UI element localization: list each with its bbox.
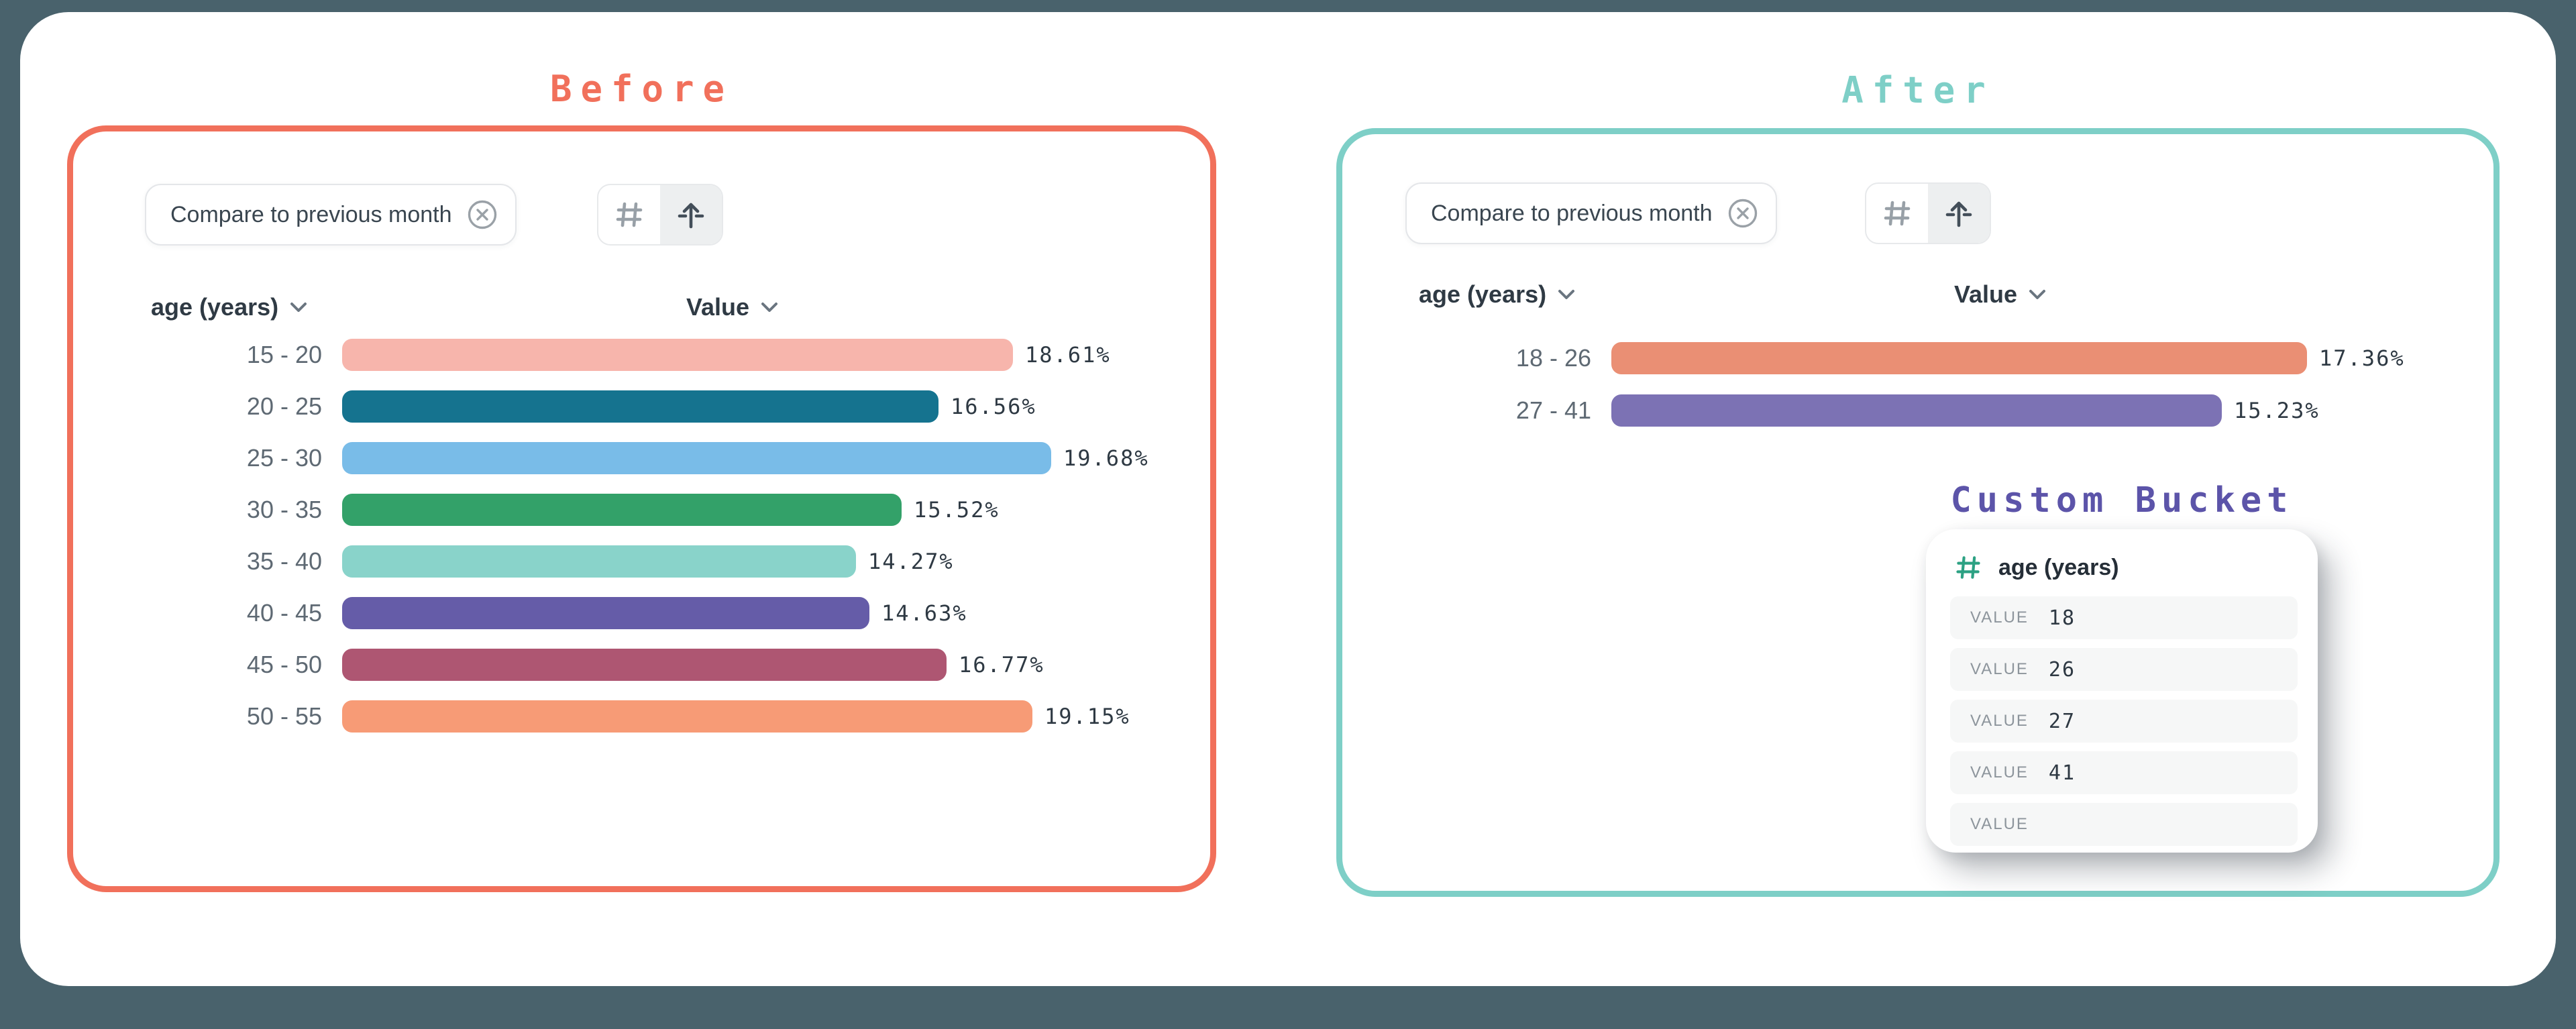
filter-chip-after[interactable]: Compare to previous month <box>1405 182 1777 244</box>
table-row: 45 - 50 16.77% <box>121 649 1149 681</box>
value-bar <box>1611 342 2307 374</box>
table-row: 20 - 25 16.56% <box>121 390 1149 423</box>
bar-value-label: 16.77% <box>959 652 1044 678</box>
bucket-value-field[interactable]: VALUE 41 <box>1950 751 2298 794</box>
age-bucket-label: 18 - 26 <box>1515 344 1591 372</box>
table-row: 25 - 30 19.68% <box>121 442 1149 474</box>
bucket-value-field-label: VALUE <box>1970 712 2029 730</box>
sort-toggle-button[interactable] <box>1928 184 1990 243</box>
before-title: Before <box>549 68 734 110</box>
value-bar <box>342 649 947 681</box>
bucket-value-field-value: 18 <box>2048 606 2076 630</box>
bucket-value-field[interactable]: VALUE <box>1950 803 2298 846</box>
close-circle-icon[interactable] <box>1727 198 1758 229</box>
value-bar <box>342 597 869 629</box>
bar-value-label: 18.61% <box>1025 342 1111 368</box>
view-toggle-before <box>597 184 723 246</box>
bar-value-label: 14.27% <box>868 549 954 574</box>
table-row: 27 - 41 15.23% <box>1382 394 2405 427</box>
age-bucket-label: 30 - 35 <box>246 496 322 523</box>
bucket-value-field-label: VALUE <box>1970 763 2029 781</box>
chevron-down-icon <box>760 301 779 313</box>
column-header-label: Value <box>686 293 750 321</box>
table-row: 40 - 45 14.63% <box>121 597 1149 629</box>
filter-chip-label: Compare to previous month <box>1431 200 1713 226</box>
bar-chart-before: 15 - 20 18.61% 20 - 25 16.56% 25 - 30 19.68% 3… <box>121 339 1149 752</box>
value-bar <box>342 442 1051 474</box>
column-header-value-after[interactable]: Value <box>1954 280 2047 309</box>
sort-arrow-icon <box>675 199 707 231</box>
table-row: 15 - 20 18.61% <box>121 339 1149 371</box>
hash-icon <box>1954 553 1982 582</box>
value-bar <box>342 700 1032 733</box>
bar-value-label: 19.68% <box>1063 445 1149 471</box>
custom-bucket-rows: VALUE 18 VALUE 26 VALUE 27 VALUE 41 VALUE <box>1926 596 2318 846</box>
age-bucket-label: 35 - 40 <box>246 547 322 575</box>
bucket-value-field-value: 41 <box>2048 761 2076 785</box>
age-bucket-label: 20 - 25 <box>246 392 322 420</box>
column-header-value-before[interactable]: Value <box>686 293 779 321</box>
bucket-value-field-label: VALUE <box>1970 815 2029 833</box>
bar-value-label: 15.23% <box>2234 398 2320 423</box>
bar-value-label: 15.52% <box>914 497 1000 523</box>
table-row: 35 - 40 14.27% <box>121 545 1149 578</box>
custom-bucket-card: age (years) VALUE 18 VALUE 26 VALUE 27 VALUE 41… <box>1926 529 2318 853</box>
age-bucket-label: 45 - 50 <box>246 651 322 678</box>
chevron-down-icon <box>289 301 308 313</box>
bar-chart-after: 18 - 26 17.36% 27 - 41 15.23% <box>1382 342 2405 447</box>
view-toggle-after <box>1865 182 1991 244</box>
column-header-age-after[interactable]: age (years) <box>1419 280 1576 309</box>
chevron-down-icon <box>1557 288 1576 301</box>
column-header-label: age (years) <box>1419 280 1547 308</box>
table-row: 30 - 35 15.52% <box>121 494 1149 526</box>
value-bar <box>342 339 1013 371</box>
bar-value-label: 14.63% <box>881 600 967 626</box>
bar-value-label: 19.15% <box>1044 704 1130 729</box>
age-bucket-label: 40 - 45 <box>246 599 322 627</box>
age-bucket-label: 27 - 41 <box>1515 396 1591 424</box>
sort-toggle-button[interactable] <box>660 185 722 244</box>
bar-value-label: 16.56% <box>951 394 1036 419</box>
hash-icon <box>1882 198 1913 229</box>
hash-toggle-button[interactable] <box>598 185 660 244</box>
bucket-value-field-value: 26 <box>2048 657 2076 682</box>
table-row: 18 - 26 17.36% <box>1382 342 2405 374</box>
table-row: 50 - 55 19.15% <box>121 700 1149 733</box>
after-title: After <box>1841 69 1994 111</box>
filter-chip-before[interactable]: Compare to previous month <box>145 184 517 246</box>
value-bar <box>342 390 938 423</box>
value-bar <box>342 494 902 526</box>
age-bucket-label: 15 - 20 <box>246 341 322 368</box>
age-bucket-label: 25 - 30 <box>246 444 322 472</box>
custom-bucket-field: age (years) <box>1926 529 2318 596</box>
bar-value-label: 17.36% <box>2319 345 2405 371</box>
filter-chip-label: Compare to previous month <box>170 201 452 227</box>
sort-arrow-icon <box>1943 197 1975 229</box>
column-header-label: Value <box>1954 280 2018 308</box>
bucket-value-field[interactable]: VALUE 27 <box>1950 700 2298 743</box>
custom-bucket-field-label: age (years) <box>1998 554 2119 580</box>
bucket-value-field[interactable]: VALUE 26 <box>1950 648 2298 691</box>
bucket-value-field-label: VALUE <box>1970 660 2029 678</box>
chevron-down-icon <box>2028 288 2047 301</box>
custom-bucket-title: Custom Bucket <box>1950 480 2294 521</box>
hash-icon <box>614 199 645 230</box>
bucket-value-field[interactable]: VALUE 18 <box>1950 596 2298 639</box>
close-circle-icon[interactable] <box>467 199 498 230</box>
hash-toggle-button[interactable] <box>1866 184 1928 243</box>
value-bar <box>342 545 856 578</box>
column-header-label: age (years) <box>151 293 279 321</box>
column-header-age-before[interactable]: age (years) <box>151 293 308 321</box>
age-bucket-label: 50 - 55 <box>246 702 322 730</box>
value-bar <box>1611 394 2222 427</box>
bucket-value-field-label: VALUE <box>1970 608 2029 627</box>
bucket-value-field-value: 27 <box>2048 709 2076 733</box>
